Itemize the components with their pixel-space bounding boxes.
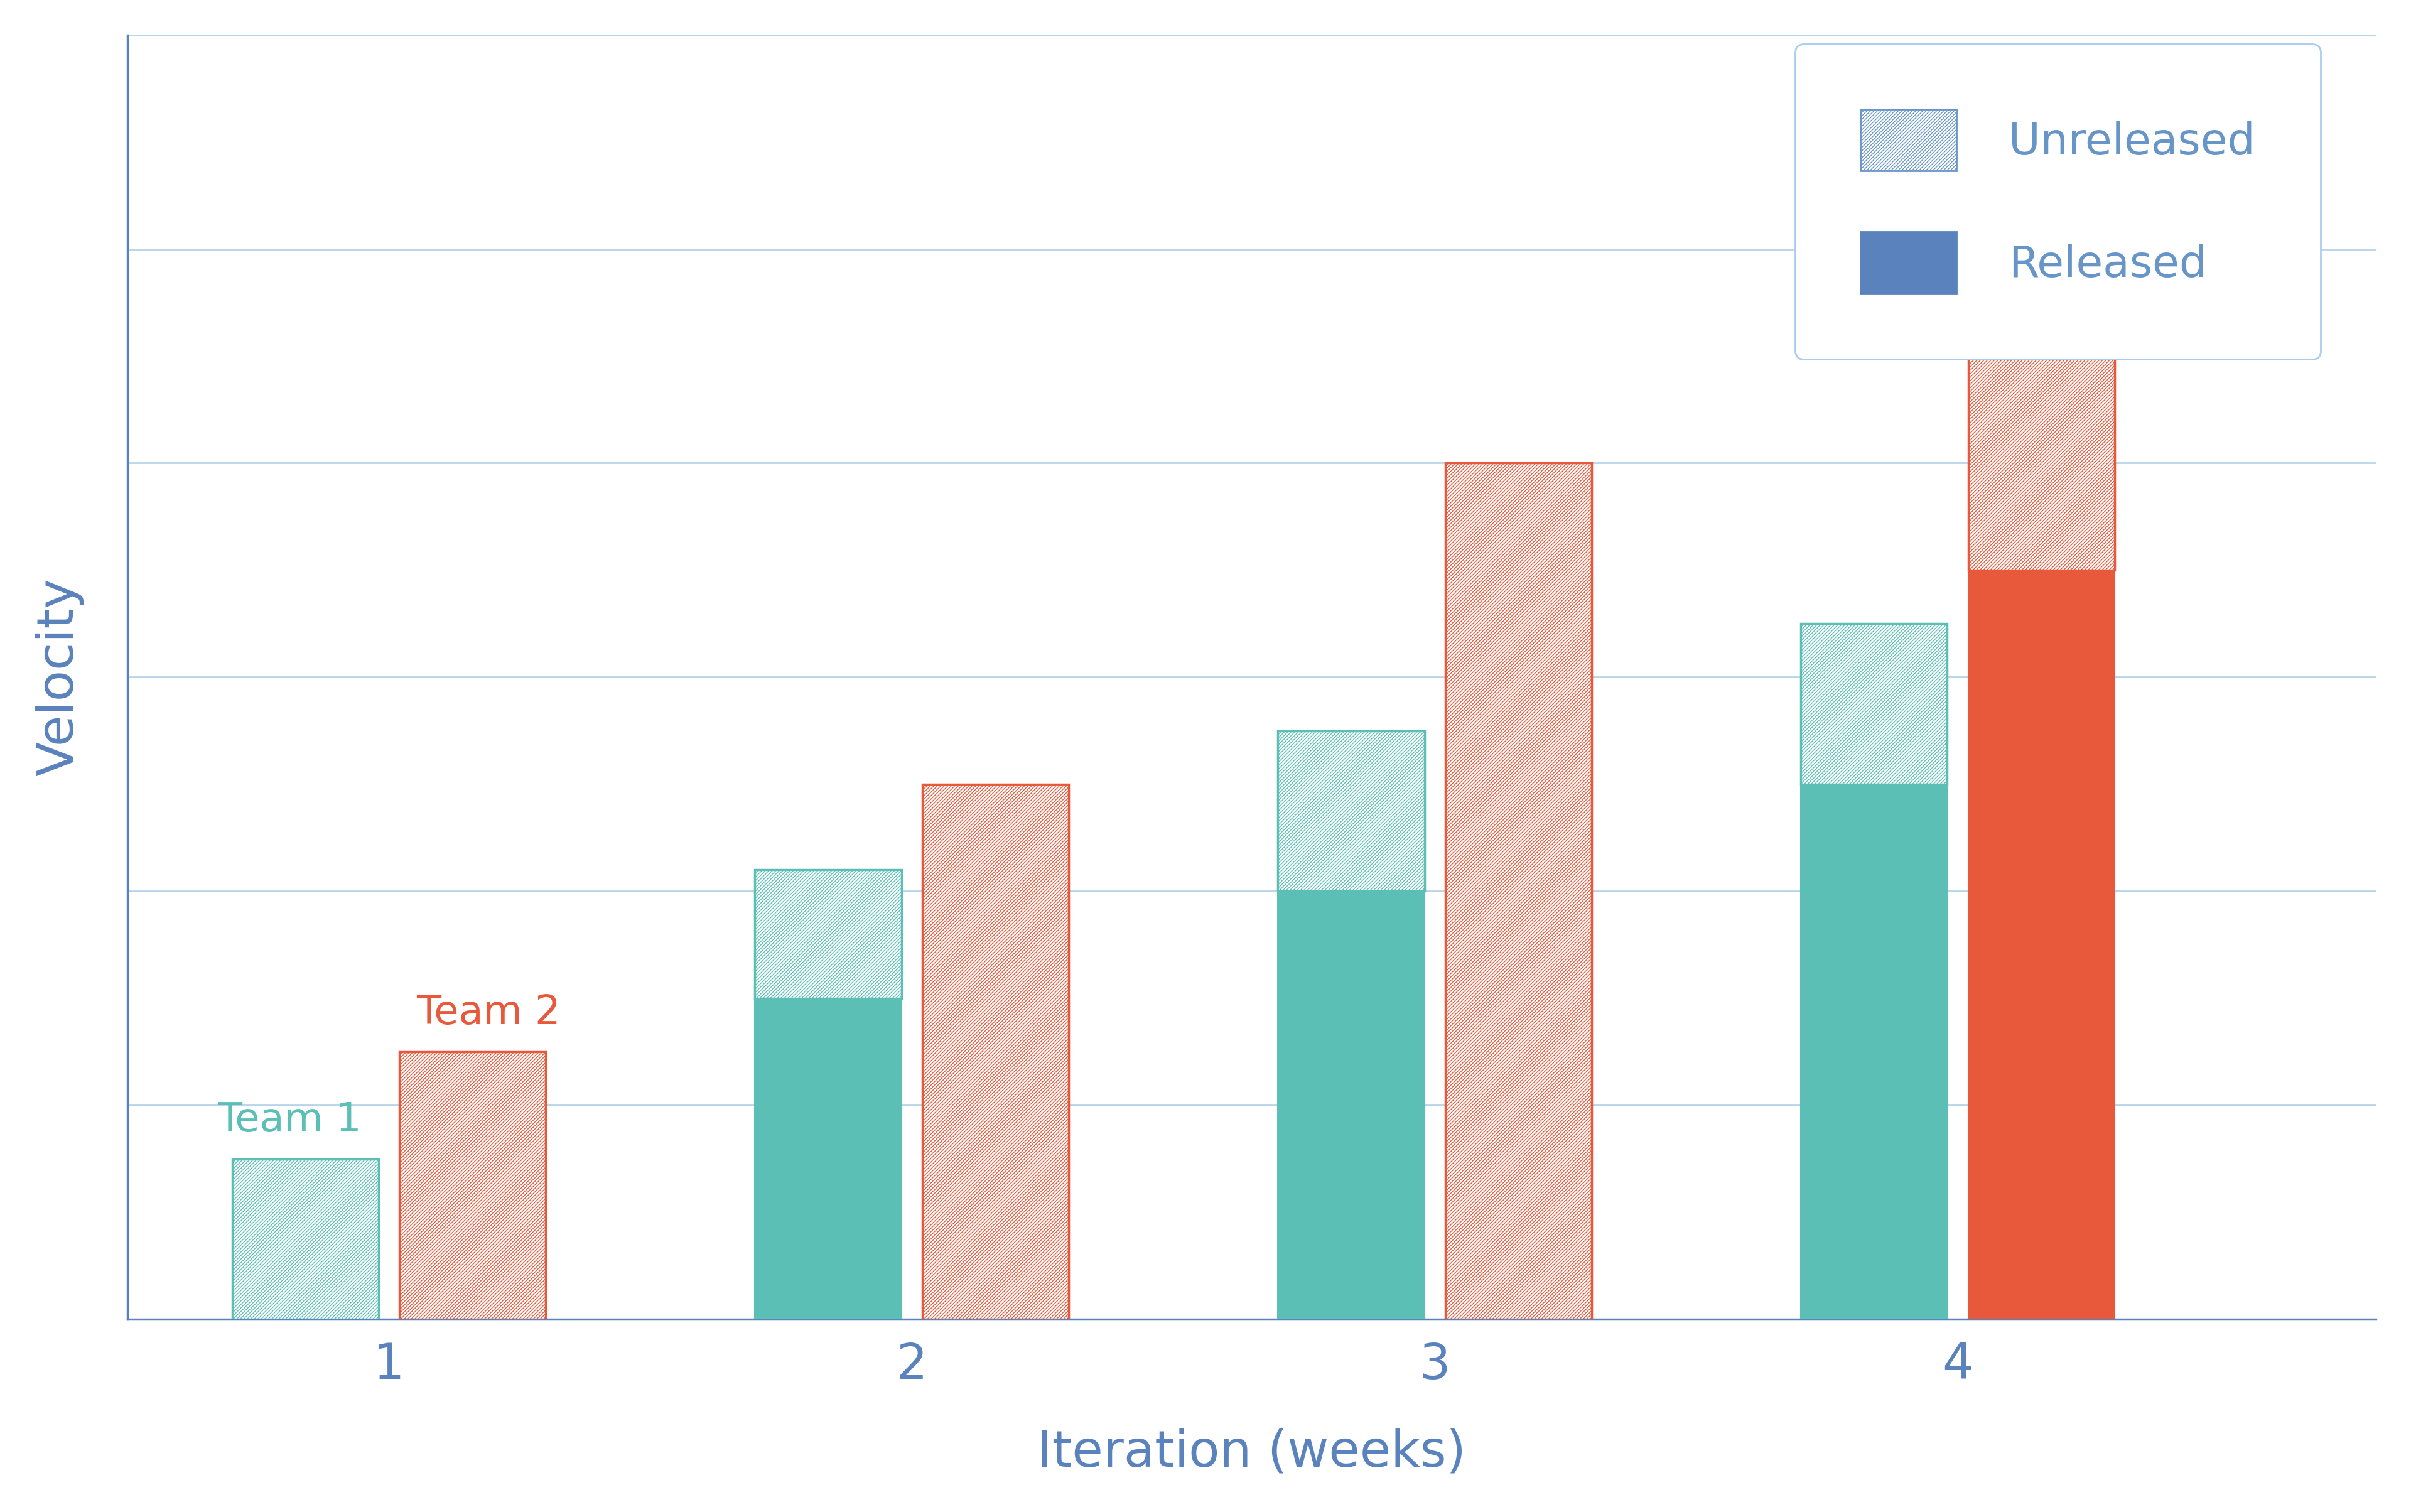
Text: Team 2: Team 2	[417, 993, 559, 1033]
Text: Team 1: Team 1	[217, 1101, 362, 1140]
Y-axis label: Velocity: Velocity	[34, 578, 84, 776]
Bar	[231, 1158, 379, 1320]
Bar	[1801, 623, 1948, 785]
Legend: Unreleased, Released: Unreleased, Released	[1794, 44, 2322, 360]
Bar	[400, 1052, 545, 1320]
Bar	[1801, 785, 1948, 1320]
Bar	[923, 785, 1068, 1320]
Bar	[1967, 570, 2114, 1320]
Bar	[1444, 463, 1591, 1320]
Bar	[1278, 730, 1425, 891]
Bar	[1967, 195, 2114, 570]
X-axis label: Iteration (weeks): Iteration (weeks)	[1037, 1429, 1466, 1477]
Bar	[755, 998, 902, 1320]
Bar	[755, 869, 902, 998]
Bar	[1278, 891, 1425, 1320]
